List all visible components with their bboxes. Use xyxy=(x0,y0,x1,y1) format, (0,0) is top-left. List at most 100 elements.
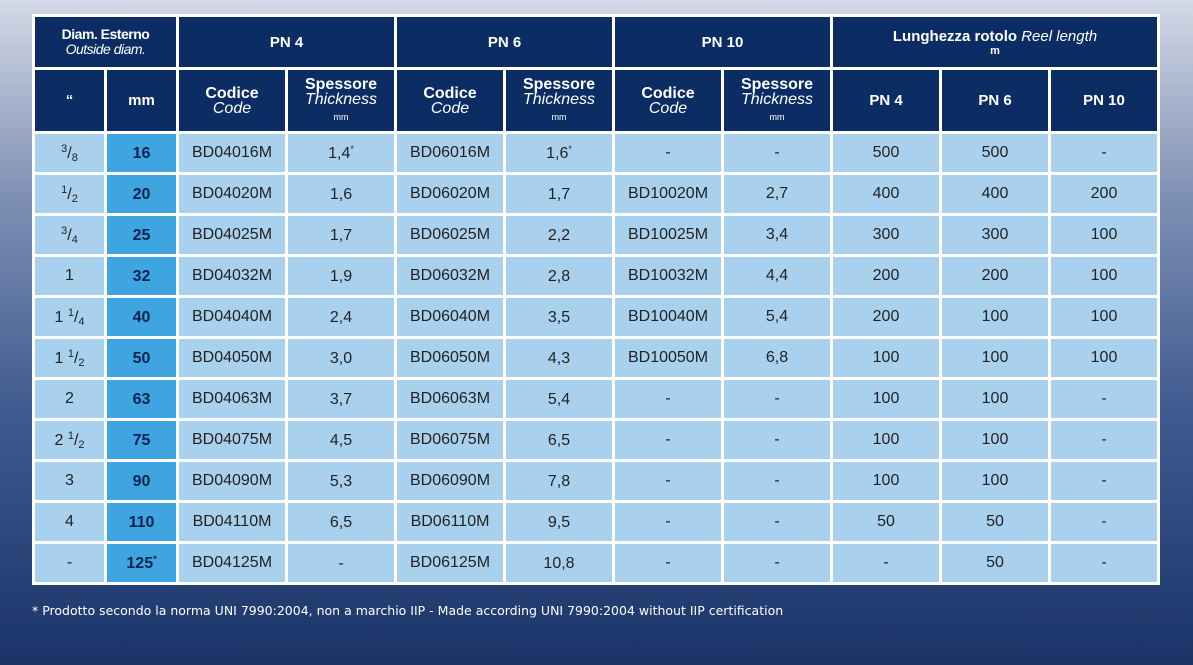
thickness-cell-pn10: - xyxy=(724,544,830,582)
mm-value: 40 xyxy=(132,308,151,326)
thickness-cell-pn4: 1,6 xyxy=(288,175,394,213)
thickness-cell-pn10: 4,4 xyxy=(724,257,830,295)
inch-cell: 2 xyxy=(35,380,104,418)
inch-denominator: 2 xyxy=(78,438,85,451)
col-header-inch: “ xyxy=(35,70,104,131)
table-row: 3 90 BD04090M 5,3 BD06090M 7,8- -100 100- xyxy=(35,462,1157,500)
table-body: 3/8 16 BD04016M 1,4* BD06016M 1,6* - -500 500-1/… xyxy=(35,134,1157,582)
thickness-cell-pn10: - xyxy=(724,134,830,172)
inch-cell: 2 1/2 xyxy=(35,421,104,459)
code-cell-pn6: BD06125M xyxy=(397,544,503,582)
mm-value: 32 xyxy=(132,267,151,285)
code-cell-pn10: BD10020M xyxy=(615,175,721,213)
thickness-label-it: Spessore xyxy=(304,75,378,93)
inch-cell: 1 xyxy=(35,257,104,295)
thickness-cell-pn4: 1,9 xyxy=(288,257,394,295)
thickness-cell-pn4: 4,5 xyxy=(288,421,394,459)
code-cell-pn6: BD06016M xyxy=(397,134,503,172)
thickness-cell-pn10: - xyxy=(724,503,830,541)
inch-numerator: 1 xyxy=(67,347,74,360)
col-header-reel-1: PN 6 xyxy=(942,70,1048,131)
footnote-mark: * xyxy=(568,143,572,154)
code-cell-pn6: BD06032M xyxy=(397,257,503,295)
thickness-label-it: Spessore xyxy=(522,75,596,93)
thickness-cell-pn6: 6,5 xyxy=(506,421,612,459)
reel-length-cell-pn4: 400 xyxy=(833,175,939,213)
col-header-mm: mm xyxy=(107,70,176,131)
reel-length-cell-pn4: 200 xyxy=(833,298,939,336)
code-cell-pn4: BD04050M xyxy=(179,339,285,377)
code-cell-pn6: BD06040M xyxy=(397,298,503,336)
code-label-it: Codice xyxy=(205,84,259,102)
inch-denominator: 4 xyxy=(78,315,85,328)
thickness-cell-pn6: 1,6* xyxy=(506,134,612,172)
table-row: 3/8 16 BD04016M 1,4* BD06016M 1,6* - -500 500- xyxy=(35,134,1157,172)
reel-length-cell-pn4: 50 xyxy=(833,503,939,541)
thickness-value: 6,8 xyxy=(765,349,789,366)
thickness-value: 2,4 xyxy=(329,308,353,326)
thickness-cell-pn10: 3,4 xyxy=(724,216,830,254)
col-header-reel-0: PN 4 xyxy=(833,70,939,131)
reel-length-cell-pn10: 100 xyxy=(1051,216,1157,254)
mm-value: 90 xyxy=(132,472,151,490)
reel-length-cell-pn6: 50 xyxy=(942,544,1048,582)
mm-value: 125 xyxy=(126,554,154,572)
thickness-label-en: Thickness xyxy=(522,90,596,108)
reel-length-cell-pn6: 50 xyxy=(942,503,1048,541)
mm-cell: 50 xyxy=(107,339,176,377)
mm-value: 50 xyxy=(132,349,151,367)
thickness-value: 2,8 xyxy=(547,267,571,285)
code-label-en: Code xyxy=(430,99,470,117)
reel-length-cell-pn6: 100 xyxy=(942,339,1048,377)
code-cell-pn4: BD04063M xyxy=(179,380,285,418)
footnote-mark: * xyxy=(350,143,354,154)
col-header-code-pn6: Codice Code xyxy=(397,70,503,131)
code-cell-pn10: BD10032M xyxy=(615,257,721,295)
inch-denominator: 2 xyxy=(78,356,85,369)
mm-cell: 63 xyxy=(107,380,176,418)
reel-length-cell-pn6: 200 xyxy=(942,257,1048,295)
thickness-value: 9,5 xyxy=(547,513,571,531)
code-cell-pn10: BD10040M xyxy=(615,298,721,336)
header-row-columns: “mm Codice Code Spessore Thickness mm Codice Co… xyxy=(35,70,1157,131)
code-label-en: Code xyxy=(648,99,688,117)
group-header-pn10: PN 10 xyxy=(615,17,830,67)
thickness-cell-pn4: 3,7 xyxy=(288,380,394,418)
code-cell-pn4: BD04110M xyxy=(179,503,285,541)
reel-length-cell-pn4: 200 xyxy=(833,257,939,295)
inch-cell: 4 xyxy=(35,503,104,541)
thickness-cell-pn6: 4,3 xyxy=(506,339,612,377)
code-cell-pn6: BD06110M xyxy=(397,503,503,541)
reel-length-cell-pn10: 100 xyxy=(1051,298,1157,336)
thickness-cell-pn4: 5,3 xyxy=(288,462,394,500)
thickness-value: 1,4 xyxy=(328,144,351,162)
thickness-value: - xyxy=(774,431,780,448)
thickness-value: 6,5 xyxy=(547,431,571,449)
table-row: 1 1/4 40 BD04040M 2,4 BD06040M 3,5 BD10040M 5,4… xyxy=(35,298,1157,336)
reel-length-cell-pn10: - xyxy=(1051,503,1157,541)
thickness-unit: mm xyxy=(551,111,567,122)
group-header-pn6: PN 6 xyxy=(397,17,612,67)
reel-length-cell-pn6: 100 xyxy=(942,298,1048,336)
reel-length-cell-pn10: 100 xyxy=(1051,339,1157,377)
code-label-en: Code xyxy=(212,99,252,117)
code-cell-pn6: BD06020M xyxy=(397,175,503,213)
inch-whole: 1 xyxy=(54,349,64,367)
reel-unit: m xyxy=(990,44,1000,57)
thickness-cell-pn6: 5,4 xyxy=(506,380,612,418)
reel-length-cell-pn10: - xyxy=(1051,462,1157,500)
code-cell-pn4: BD04125M xyxy=(179,544,285,582)
code-cell-pn6: BD06025M xyxy=(397,216,503,254)
thickness-cell-pn10: 2,7 xyxy=(724,175,830,213)
mm-value: 110 xyxy=(128,513,155,531)
reel-length-cell-pn6: 100 xyxy=(942,421,1048,459)
thickness-value: 6,5 xyxy=(329,513,353,531)
inch-cell: 3/8 xyxy=(35,134,104,172)
thickness-value: - xyxy=(774,390,780,407)
inch-numerator: 3 xyxy=(61,224,68,237)
inch-denominator: 8 xyxy=(71,151,78,164)
mm-cell: 110 xyxy=(107,503,176,541)
table-row: 1/2 20 BD04020M 1,6 BD06020M 1,7 BD10020M 2,7 40… xyxy=(35,175,1157,213)
thickness-cell-pn4: 3,0 xyxy=(288,339,394,377)
inch-cell: 1 1/2 xyxy=(35,339,104,377)
